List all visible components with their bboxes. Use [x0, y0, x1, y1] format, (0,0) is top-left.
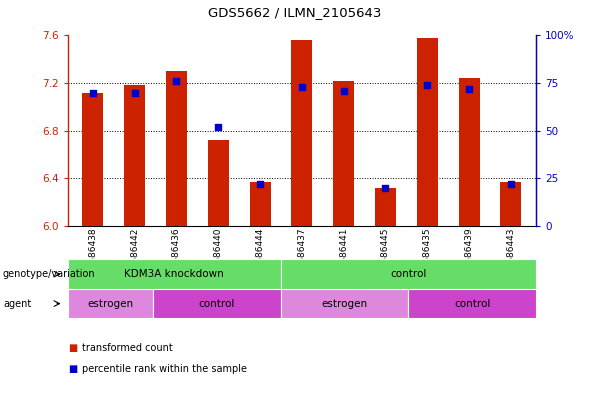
Text: estrogen: estrogen [322, 299, 368, 309]
Bar [459, 78, 479, 226]
Bar [375, 188, 396, 226]
Bar [68, 289, 153, 318]
Point [88, 90, 98, 96]
Text: ■: ■ [68, 364, 77, 374]
Text: estrogen: estrogen [87, 299, 133, 309]
Text: control: control [390, 269, 426, 279]
Point [130, 90, 140, 96]
Bar [408, 289, 536, 318]
Bar [280, 259, 536, 289]
Point [506, 181, 515, 187]
Point [256, 181, 265, 187]
Bar [501, 182, 521, 226]
Bar [208, 140, 229, 226]
Point [214, 124, 223, 130]
Bar [333, 81, 354, 226]
Point [422, 82, 432, 88]
Point [464, 86, 474, 92]
Bar [292, 40, 312, 226]
Bar [280, 289, 408, 318]
Bar [153, 289, 280, 318]
Point [339, 88, 348, 94]
Text: control: control [454, 299, 490, 309]
Text: control: control [198, 299, 235, 309]
Bar [166, 71, 187, 226]
Bar [250, 182, 270, 226]
Point [380, 185, 390, 191]
Text: GDS5662 / ILMN_2105643: GDS5662 / ILMN_2105643 [208, 6, 381, 19]
Text: percentile rank within the sample: percentile rank within the sample [82, 364, 247, 374]
Bar [68, 259, 280, 289]
Bar [124, 85, 145, 226]
Text: genotype/variation: genotype/variation [3, 269, 95, 279]
Point [297, 84, 307, 90]
Text: transformed count: transformed count [82, 343, 173, 353]
Text: agent: agent [3, 299, 31, 309]
Point [172, 78, 181, 84]
Bar [417, 38, 438, 226]
Bar [82, 93, 103, 226]
Text: KDM3A knockdown: KDM3A knockdown [124, 269, 224, 279]
Text: ■: ■ [68, 343, 77, 353]
